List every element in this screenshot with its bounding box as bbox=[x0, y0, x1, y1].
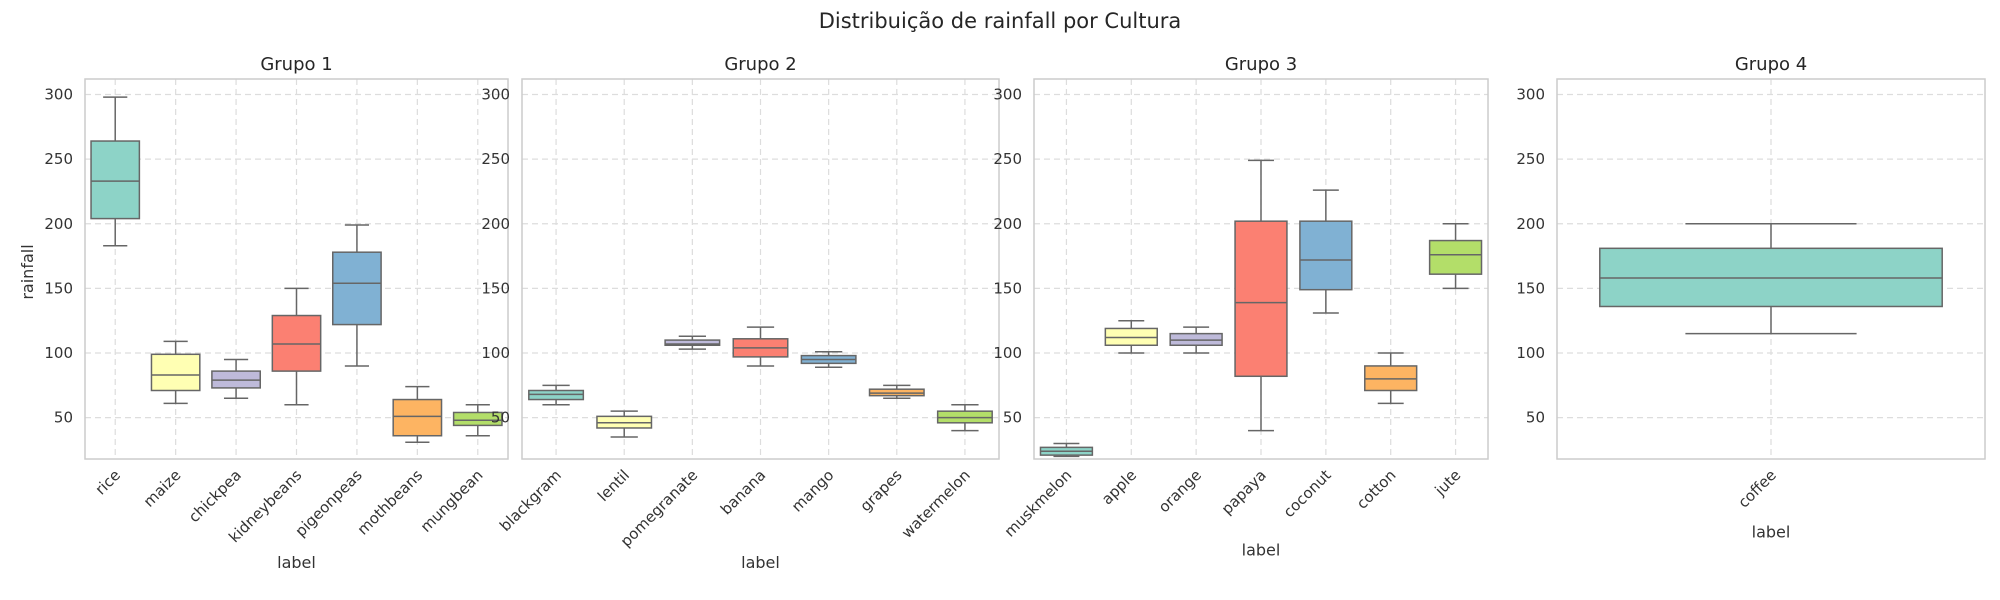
x-tick-label: mothbeans bbox=[354, 466, 427, 539]
panel-1: 50 100 150 200 250 300 Grupo 1 rice maize chickpe… bbox=[44, 54, 509, 572]
box-iqr bbox=[90, 140, 141, 220]
y-tick-label: 300 bbox=[481, 86, 510, 104]
panel-title: Grupo 2 bbox=[724, 54, 796, 75]
y-tick-label: 250 bbox=[1516, 150, 1545, 168]
y-tick-label: 150 bbox=[993, 279, 1022, 297]
x-axis-title: label bbox=[1242, 541, 1281, 560]
box-iqr bbox=[664, 339, 721, 347]
box-jute bbox=[1428, 223, 1483, 290]
x-tick-label: cotton bbox=[1353, 466, 1400, 513]
box-muskmelon bbox=[1039, 442, 1094, 458]
x-tick-label: rice bbox=[92, 466, 124, 498]
y-tick-label: 200 bbox=[44, 215, 73, 233]
box-chickpea bbox=[211, 358, 261, 400]
x-axis-title: label bbox=[277, 553, 316, 572]
box-mungbean bbox=[452, 403, 503, 437]
plot-frame bbox=[1556, 78, 1986, 460]
x-tick-label: grapes bbox=[857, 466, 906, 515]
panel-title: Grupo 3 bbox=[1225, 54, 1297, 75]
x-tick-label: blackgram bbox=[496, 466, 565, 535]
plot-frame bbox=[84, 78, 509, 460]
box-watermelon bbox=[936, 403, 993, 432]
plot-frame bbox=[521, 78, 1000, 460]
box-iqr bbox=[1234, 220, 1288, 378]
panels-container: 50 100 150 200 250 300 Grupo 1 rice maize chickpe… bbox=[44, 54, 1986, 572]
plot-frame bbox=[1033, 78, 1489, 460]
x-axis-title: label bbox=[741, 553, 780, 572]
y-tick-label: 50 bbox=[54, 409, 73, 427]
x-tick-label: watermelon bbox=[898, 466, 974, 542]
x-tick-label: coffee bbox=[1734, 466, 1779, 511]
y-tick-label: 50 bbox=[491, 409, 510, 427]
y-tick-label: 50 bbox=[1003, 409, 1022, 427]
box-cotton bbox=[1364, 352, 1418, 405]
y-tick-label: 100 bbox=[993, 344, 1022, 362]
y-tick-label: 100 bbox=[1516, 344, 1545, 362]
box-mothbeans bbox=[392, 385, 443, 443]
box-iqr bbox=[150, 353, 201, 392]
box-papaya bbox=[1234, 159, 1288, 432]
box-iqr bbox=[1299, 220, 1353, 291]
y-tick-label: 150 bbox=[481, 279, 510, 297]
y-tick-label: 150 bbox=[1516, 279, 1545, 297]
box-kidneybeans bbox=[271, 287, 322, 406]
panel-title: Grupo 1 bbox=[260, 54, 332, 75]
y-tick-label: 200 bbox=[481, 215, 510, 233]
box-coffee bbox=[1599, 223, 1943, 335]
x-tick-label: orange bbox=[1155, 466, 1205, 516]
figure-title: Distribuição de rainfall por Cultura bbox=[819, 9, 1182, 33]
x-tick-label: chickpea bbox=[185, 466, 245, 526]
y-tick-label: 250 bbox=[44, 150, 73, 168]
y-tick-label: 100 bbox=[481, 344, 510, 362]
x-tick-label: coconut bbox=[1280, 466, 1335, 521]
box-orange bbox=[1169, 326, 1223, 354]
box-banana bbox=[732, 326, 789, 367]
box-iqr bbox=[452, 411, 503, 427]
x-tick-label: mungbean bbox=[417, 466, 487, 536]
box-iqr bbox=[1428, 239, 1483, 275]
y-tick-label: 200 bbox=[993, 215, 1022, 233]
x-tick-label: muskmelon bbox=[1001, 466, 1075, 540]
box-coconut bbox=[1299, 189, 1353, 314]
y-tick-label: 250 bbox=[481, 150, 510, 168]
y-tick-label: 100 bbox=[44, 344, 73, 362]
box-lentil bbox=[596, 410, 653, 438]
y-tick-label: 50 bbox=[1526, 409, 1545, 427]
y-tick-label: 200 bbox=[1516, 215, 1545, 233]
box-maize bbox=[150, 340, 201, 405]
box-grapes bbox=[868, 384, 925, 400]
x-axis-title: label bbox=[1752, 522, 1791, 541]
x-tick-label: apple bbox=[1098, 466, 1140, 508]
x-tick-label: jute bbox=[1431, 466, 1465, 500]
box-pomegranate bbox=[664, 335, 721, 350]
box-iqr bbox=[392, 398, 443, 437]
y-axis-title: rainfall bbox=[18, 244, 37, 299]
x-tick-label: lentil bbox=[594, 466, 633, 505]
box-pigeonpeas bbox=[332, 224, 382, 367]
x-tick-label: mango bbox=[788, 466, 838, 516]
y-tick-label: 150 bbox=[44, 279, 73, 297]
box-iqr bbox=[332, 251, 382, 326]
y-tick-label: 300 bbox=[1516, 86, 1545, 104]
panel-title: Grupo 4 bbox=[1735, 54, 1807, 75]
box-rice bbox=[90, 96, 141, 247]
panel-4: 50 100 150 200 250 300 Grupo 4 coffee label bbox=[1516, 54, 1986, 541]
panel-3: 50 100 150 200 250 300 Grupo 3 muskmelon apple or… bbox=[993, 54, 1489, 560]
x-tick-label: papaya bbox=[1218, 466, 1270, 518]
y-tick-label: 250 bbox=[993, 150, 1022, 168]
box-apple bbox=[1104, 319, 1158, 354]
box-blackgram bbox=[528, 384, 585, 406]
box-mango bbox=[800, 350, 857, 368]
x-tick-label: banana bbox=[717, 466, 769, 518]
y-tick-label: 300 bbox=[44, 86, 73, 104]
x-tick-label: maize bbox=[140, 466, 185, 511]
y-tick-label: 300 bbox=[993, 86, 1022, 104]
